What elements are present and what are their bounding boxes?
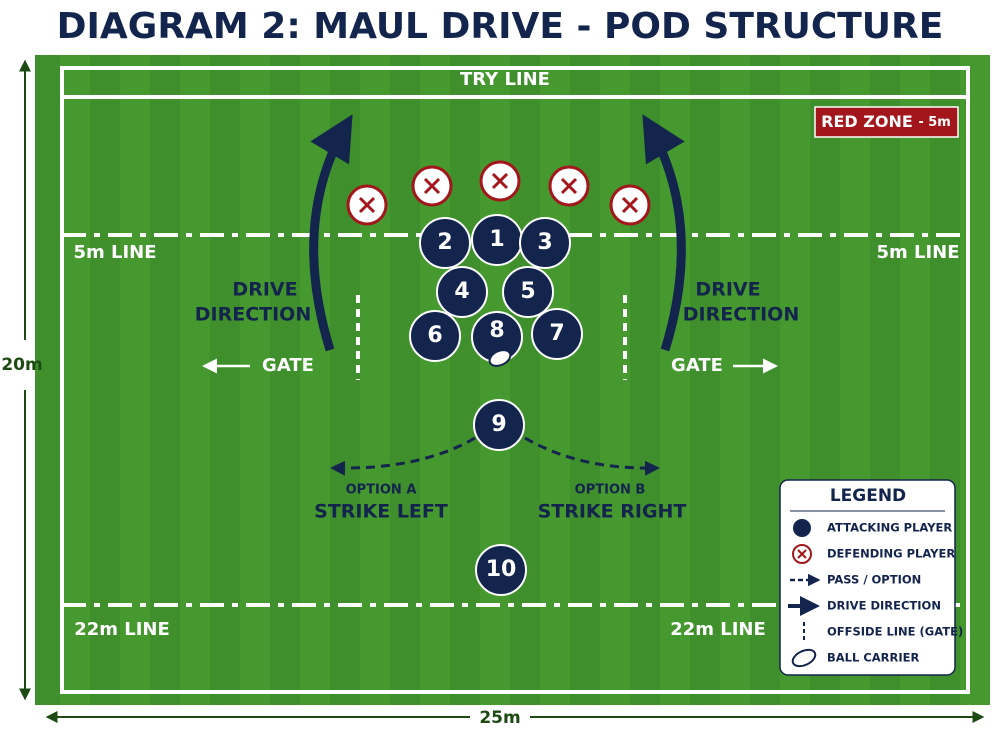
drive-labels: DRIVE DIRECTION DRIVE DIRECTION [195, 279, 799, 326]
drive-label: DIRECTION [683, 304, 799, 326]
legend-label: DEFENDING PLAYER [827, 547, 955, 561]
defender-x [358, 196, 376, 214]
red-zone-text: RED ZONE [821, 112, 913, 131]
legend-title: LEGEND [830, 486, 906, 506]
drive-label: DRIVE [695, 279, 760, 301]
legend-label: OFFSIDE LINE (GATE) [827, 625, 963, 639]
player-number: 5 [520, 279, 535, 304]
dimension-arrows [19, 59, 985, 723]
attacker [473, 399, 525, 451]
attackers: 1 2 3 4 5 6 7 8 9 10 [409, 214, 583, 596]
legend-items: ATTACKING PLAYER DEFENDING PLAYER PASS / O… [827, 521, 963, 665]
player-number: 7 [549, 321, 564, 346]
legend-label: DRIVE DIRECTION [827, 599, 941, 613]
gate-label: GATE [262, 355, 314, 376]
player-number: 3 [537, 230, 552, 255]
option-arrows [330, 436, 660, 476]
option-action: STRIKE LEFT [314, 501, 448, 523]
defender-x [423, 177, 441, 195]
legend-label: ATTACKING PLAYER [827, 521, 952, 535]
height-label: 20m [1, 355, 42, 375]
legend-label: BALL CARRIER [827, 651, 920, 665]
field-labels: TRY LINE 5m LINE 5m LINE 22m LINE 22m LI… [73, 69, 959, 640]
title: DIAGRAM 2: MAUL DRIVE - POD STRUCTURE [57, 6, 944, 47]
player-number: 8 [489, 318, 504, 343]
attacker [436, 266, 488, 318]
attacker [419, 217, 471, 269]
attacker [502, 266, 554, 318]
red-zone-distance: - 5m [918, 115, 951, 130]
try-line-label: TRY LINE [460, 69, 550, 90]
player-number: 10 [486, 557, 517, 582]
player-number: 2 [437, 230, 452, 255]
option-label: OPTION B [575, 483, 646, 498]
legend-label: PASS / OPTION [827, 573, 921, 587]
legend: LEGEND ATTACKING PLAYER DEFENDING PLAYER P… [779, 479, 963, 676]
legend-box [779, 479, 956, 676]
gate-label: GATE [671, 355, 723, 376]
line-label: 22m LINE [670, 619, 766, 640]
option-action: STRIKE RIGHT [538, 501, 687, 523]
width-label: 25m [479, 708, 520, 728]
drive-label: DRIVE [232, 279, 297, 301]
legend-icon [793, 519, 811, 537]
defender-x [560, 177, 578, 195]
legend-icon [791, 648, 817, 668]
attacker [531, 308, 583, 360]
option-label: OPTION A [346, 483, 417, 498]
legend-icon [797, 549, 807, 559]
option-labels: OPTION A STRIKE LEFT OPTION B STRIKE RIG… [314, 483, 686, 523]
drive-label: DIRECTION [195, 304, 311, 326]
defender-x [621, 196, 639, 214]
defender-x [491, 172, 509, 190]
player-number: 6 [427, 323, 442, 348]
player-number: 9 [491, 412, 506, 437]
player-number: 4 [454, 279, 469, 304]
line-label: 5m LINE [876, 242, 959, 263]
player-number: 1 [489, 227, 504, 252]
ball [488, 349, 512, 367]
red-zone-box [814, 106, 959, 138]
attacker [409, 310, 461, 362]
red-zone-label: RED ZONE - 5m [821, 112, 951, 131]
attacker [475, 544, 527, 596]
drive-arrows [309, 114, 686, 352]
line-label: 5m LINE [73, 242, 156, 263]
line-label: 22m LINE [74, 619, 170, 640]
attacker [519, 217, 571, 269]
defenders [346, 160, 651, 226]
